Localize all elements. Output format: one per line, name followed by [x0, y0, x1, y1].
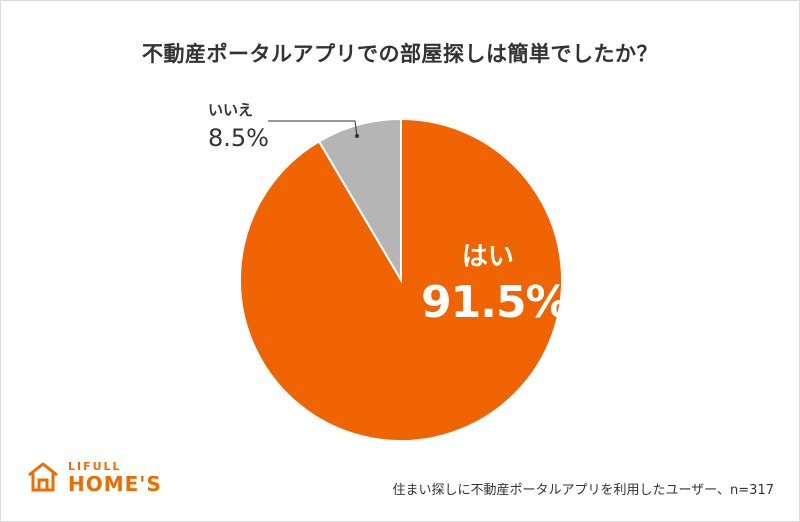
- footnote: 住まい探しに不動産ポータルアプリを利用したユーザー、n=317: [392, 483, 774, 498]
- slice-label-yes: はい 91.5%: [421, 236, 570, 328]
- slice-name-no: いいえ: [208, 101, 254, 119]
- house-icon: [28, 462, 58, 492]
- slice-name-yes: はい: [461, 242, 514, 272]
- lifull-homes-logo: LIFULL HOME'S: [26, 460, 162, 494]
- chart-title: 不動産ポータルアプリでの部屋探しは簡単でしたか？: [142, 42, 658, 66]
- leader-line: [268, 120, 358, 137]
- pie-slice-no: [317, 117, 402, 284]
- slice-value-yes: 91.5%: [421, 277, 570, 328]
- leader-dot: [355, 134, 359, 138]
- slice-value-no: 8.5%: [208, 124, 269, 152]
- slice-label-no: いいえ 8.5%: [208, 99, 269, 152]
- logo-line1: LIFULL: [68, 459, 122, 473]
- logo-line2: HOME'S: [68, 471, 162, 496]
